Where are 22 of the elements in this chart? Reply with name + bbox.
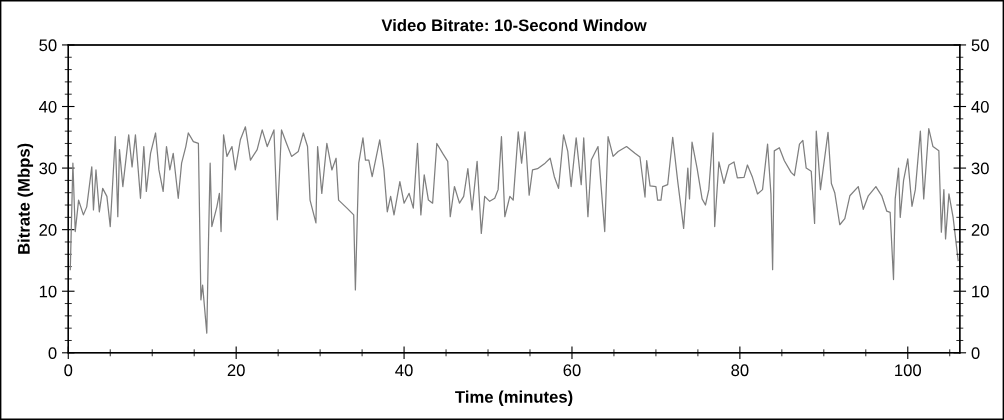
y-axis-title: Bitrate (Mbps): [17, 143, 34, 254]
x-tick-label: 0: [64, 364, 73, 377]
y-tick-label: 30: [39, 162, 57, 175]
y2-tick-label: 0: [971, 347, 980, 359]
y-tick-label: 20: [39, 224, 57, 236]
x-tick-label: 80: [731, 364, 749, 377]
y2-tick-label: 30: [971, 162, 989, 175]
y2-tick-label: 20: [971, 224, 989, 236]
y-tick-label: 40: [39, 100, 57, 113]
y-tick-label: 50: [39, 39, 57, 52]
y2-tick-label: 10: [972, 285, 989, 298]
y-tick-label: 0: [48, 347, 57, 359]
x-tick-label: 60: [563, 364, 581, 377]
x-axis-title: Time (minutes): [455, 390, 573, 407]
line-series: [69, 126, 959, 334]
chart-title: Video Bitrate: 10-Second Window: [381, 18, 647, 32]
y2-tick-label: 40: [971, 100, 989, 113]
y-tick-label: 10: [39, 285, 57, 298]
x-tick-label: 100: [895, 364, 922, 377]
x-tick-label: 40: [395, 364, 413, 377]
y2-tick-label: 50: [971, 39, 989, 52]
x-tick-label: 20: [227, 364, 245, 377]
